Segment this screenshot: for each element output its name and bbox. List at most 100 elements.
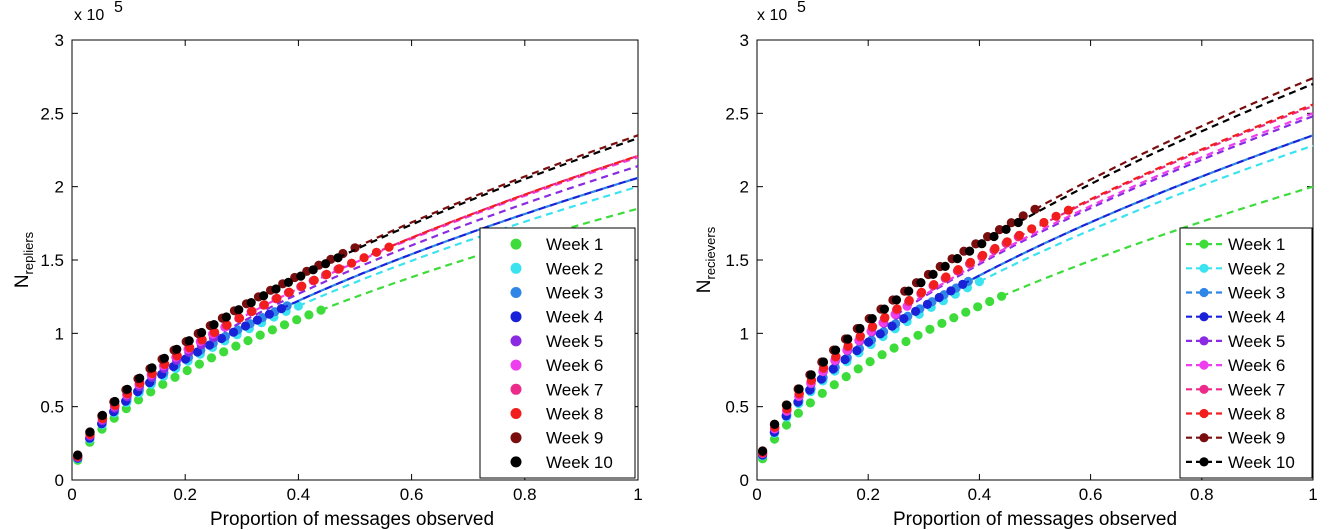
data-point bbox=[216, 333, 227, 344]
data-point bbox=[359, 253, 369, 263]
legend-label: Week 2 bbox=[1228, 259, 1285, 278]
data-point bbox=[997, 291, 1007, 301]
x-tick-label: 0.6 bbox=[1079, 485, 1103, 504]
x-tick-label: 0.8 bbox=[1190, 485, 1214, 504]
legend-label: Week 5 bbox=[546, 332, 603, 351]
data-point bbox=[371, 247, 382, 257]
data-point bbox=[937, 318, 947, 328]
legend-label: Week 4 bbox=[546, 308, 603, 327]
series-fit-line bbox=[337, 137, 639, 259]
legend-label: Week 10 bbox=[546, 453, 613, 472]
data-point bbox=[321, 259, 331, 269]
legend-marker bbox=[1199, 360, 1209, 370]
series-fit-line bbox=[1017, 104, 1314, 238]
data-point bbox=[965, 257, 976, 267]
legend-marker bbox=[1199, 312, 1209, 322]
data-point bbox=[293, 301, 303, 311]
data-point bbox=[221, 312, 231, 322]
legend-label: Week 8 bbox=[1228, 405, 1285, 424]
data-point bbox=[384, 242, 394, 252]
data-point bbox=[231, 341, 241, 351]
series-fit-line bbox=[967, 134, 1314, 283]
data-point bbox=[264, 309, 274, 319]
data-point bbox=[852, 346, 862, 356]
data-point bbox=[247, 306, 257, 316]
y-axis-label: Nrecievers bbox=[694, 226, 718, 293]
data-point bbox=[922, 299, 933, 309]
data-point bbox=[831, 345, 841, 355]
data-point bbox=[877, 350, 887, 360]
y-tick-label: 1.5 bbox=[40, 251, 64, 270]
data-point bbox=[267, 325, 277, 335]
data-point bbox=[292, 315, 302, 325]
data-point bbox=[901, 336, 911, 347]
data-point bbox=[758, 446, 768, 456]
data-point bbox=[892, 304, 902, 314]
data-point bbox=[304, 310, 314, 320]
data-point bbox=[210, 327, 220, 337]
legend-marker bbox=[510, 432, 522, 444]
legend-label: Week 9 bbox=[1228, 429, 1285, 448]
x-tick-label: 1 bbox=[633, 485, 642, 504]
data-point bbox=[818, 357, 829, 367]
data-point bbox=[1051, 211, 1061, 221]
data-point bbox=[843, 334, 853, 344]
data-point bbox=[172, 344, 182, 354]
y-scale-exponent: 5 bbox=[114, 0, 123, 16]
y-tick-label: 0.5 bbox=[725, 398, 749, 417]
data-point bbox=[97, 410, 108, 420]
data-point bbox=[958, 279, 968, 289]
data-point bbox=[899, 314, 909, 324]
series-fit-line bbox=[895, 115, 1314, 316]
legend-box bbox=[479, 227, 636, 479]
data-point bbox=[1039, 217, 1049, 228]
data-point bbox=[840, 354, 850, 365]
data-point bbox=[259, 300, 269, 310]
data-point bbox=[1018, 211, 1028, 221]
data-point bbox=[308, 265, 318, 275]
data-point bbox=[983, 232, 993, 242]
data-point bbox=[271, 284, 281, 294]
data-point bbox=[296, 271, 306, 281]
data-point bbox=[865, 357, 875, 367]
data-point bbox=[222, 320, 232, 330]
data-point bbox=[863, 337, 874, 347]
x-tick-label: 0 bbox=[67, 485, 76, 504]
data-point bbox=[781, 420, 792, 430]
legend-marker bbox=[1199, 457, 1209, 467]
y-tick-label: 2 bbox=[55, 178, 64, 197]
data-point bbox=[209, 320, 219, 330]
data-point bbox=[228, 327, 239, 337]
y-scale-factor: x 10 bbox=[757, 7, 787, 24]
data-point bbox=[904, 295, 914, 306]
y-scale-factor: x 10 bbox=[74, 7, 104, 24]
data-point bbox=[994, 225, 1005, 235]
data-point bbox=[135, 373, 145, 383]
y-axis-label: Nrepliers bbox=[12, 231, 36, 288]
data-point bbox=[917, 287, 927, 297]
data-point bbox=[1030, 204, 1040, 214]
legend-marker bbox=[510, 456, 522, 468]
data-point bbox=[929, 280, 939, 290]
data-point bbox=[953, 265, 963, 275]
data-point bbox=[180, 354, 191, 364]
data-point bbox=[219, 347, 229, 357]
data-point bbox=[192, 347, 203, 357]
data-point bbox=[283, 277, 293, 287]
series-fit-line bbox=[962, 134, 1314, 286]
data-point bbox=[770, 419, 780, 429]
legend-marker bbox=[1199, 287, 1209, 298]
y-tick-label: 3 bbox=[55, 31, 64, 50]
data-point bbox=[146, 387, 156, 397]
data-point bbox=[1002, 237, 1012, 247]
data-point bbox=[913, 330, 923, 340]
data-point bbox=[973, 302, 983, 312]
data-point bbox=[110, 396, 120, 407]
data-point bbox=[246, 298, 256, 308]
data-point bbox=[965, 246, 975, 256]
data-point bbox=[122, 384, 132, 394]
legend-marker bbox=[510, 238, 522, 250]
data-point bbox=[297, 281, 307, 291]
series-fit-line bbox=[212, 165, 639, 339]
